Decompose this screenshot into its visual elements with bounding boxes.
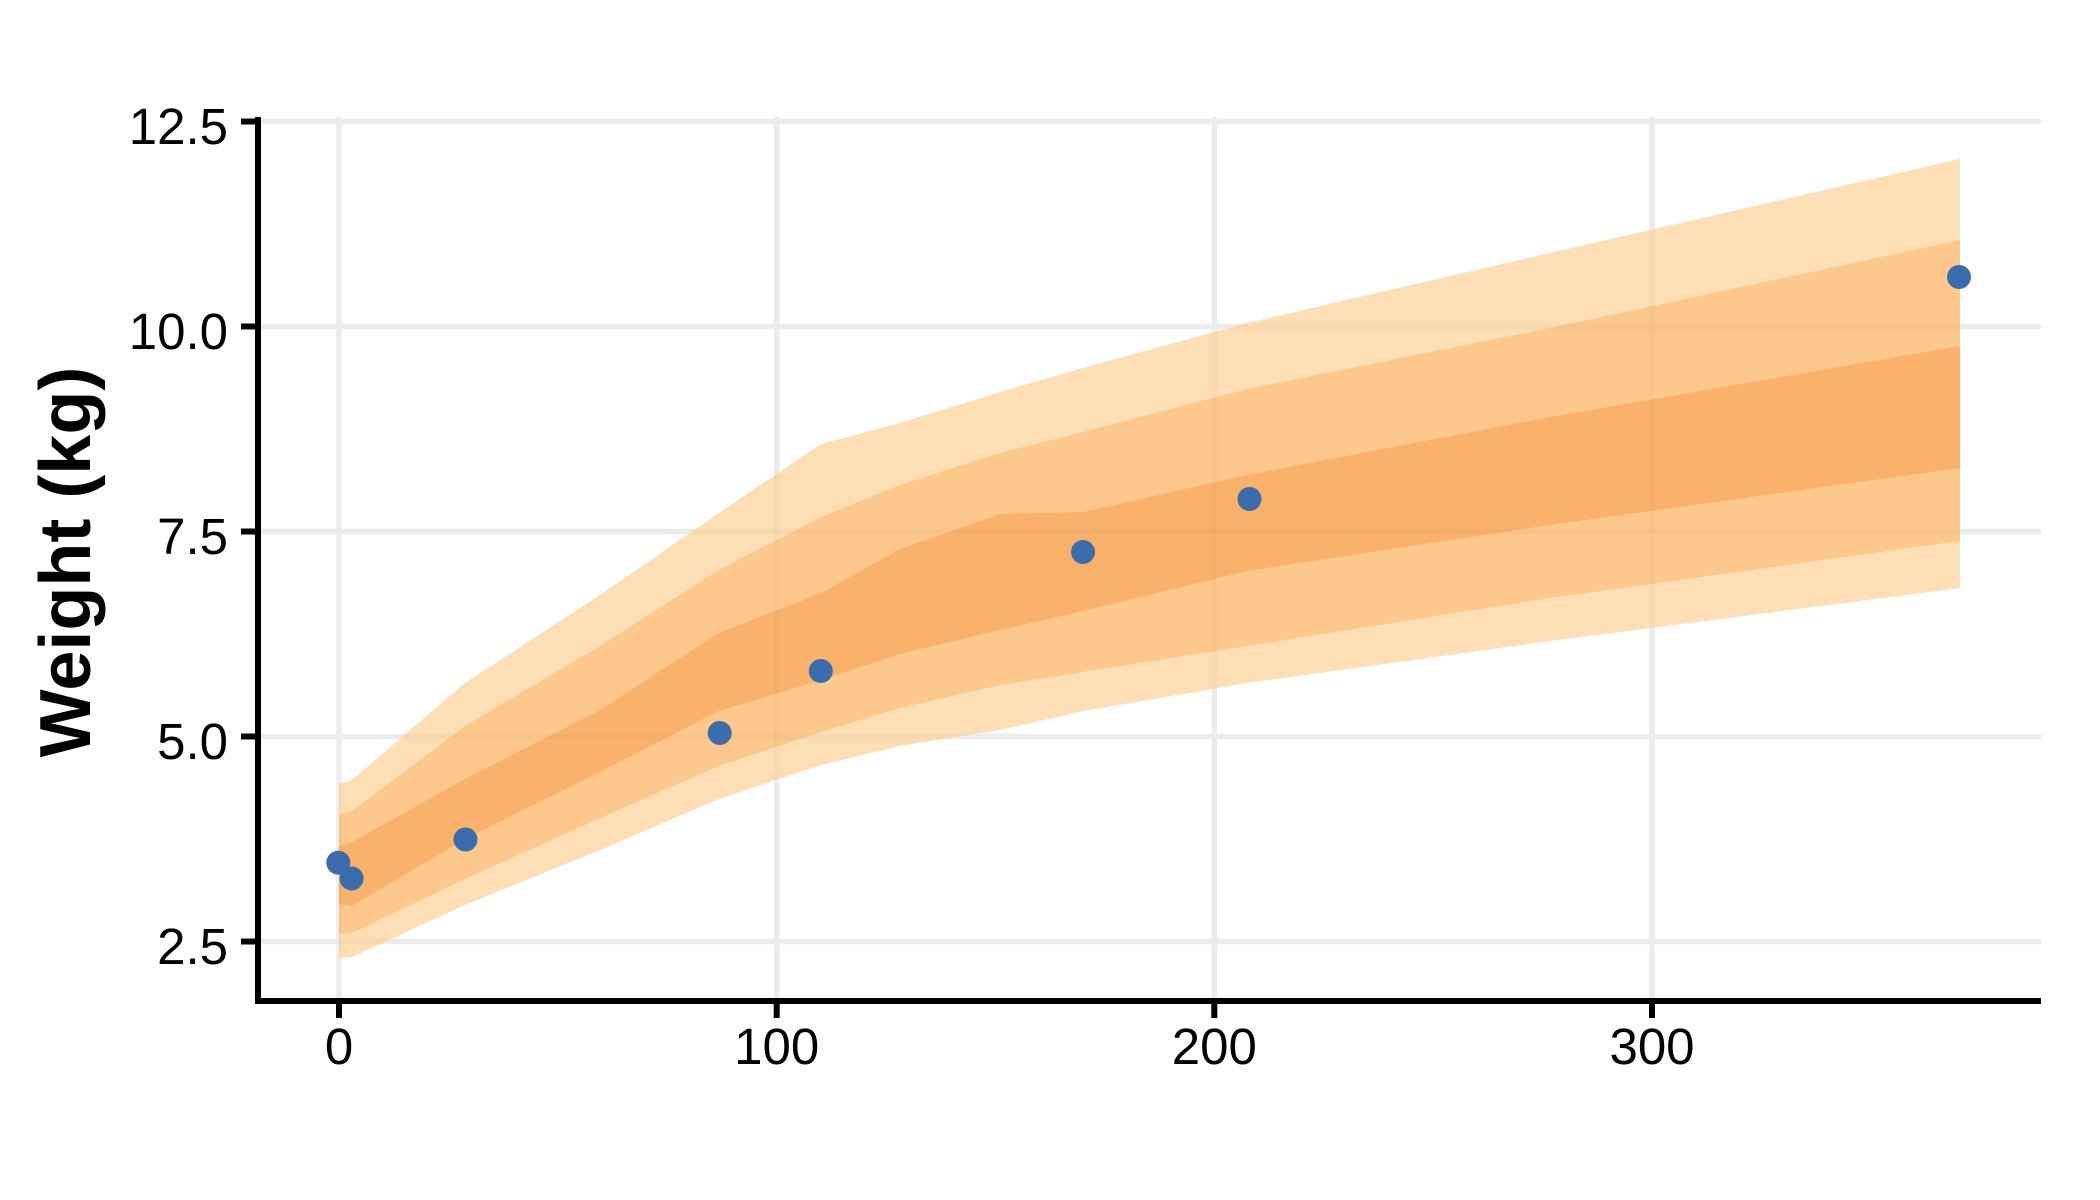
svg-text:Weight (kg): Weight (kg) (26, 367, 106, 758)
svg-text:12.5: 12.5 (129, 98, 228, 155)
svg-text:7.5: 7.5 (157, 508, 228, 565)
svg-text:10.0: 10.0 (129, 303, 228, 360)
svg-text:100: 100 (734, 1018, 819, 1075)
svg-text:5.0: 5.0 (157, 713, 228, 770)
svg-text:2.5: 2.5 (157, 918, 228, 975)
svg-text:0: 0 (325, 1018, 353, 1075)
svg-text:200: 200 (1172, 1018, 1257, 1075)
svg-text:300: 300 (1609, 1018, 1694, 1075)
